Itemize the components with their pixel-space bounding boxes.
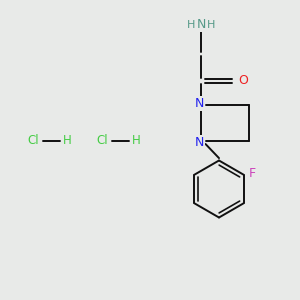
Text: H: H xyxy=(187,20,196,30)
Text: Cl: Cl xyxy=(27,134,39,148)
Text: O: O xyxy=(239,74,248,88)
Text: H: H xyxy=(132,134,141,148)
Text: F: F xyxy=(248,167,256,180)
Text: Cl: Cl xyxy=(96,134,108,148)
Text: N: N xyxy=(195,97,204,110)
Text: N: N xyxy=(195,136,204,149)
Text: H: H xyxy=(206,20,215,30)
Text: N: N xyxy=(196,18,206,31)
Text: H: H xyxy=(63,134,72,148)
